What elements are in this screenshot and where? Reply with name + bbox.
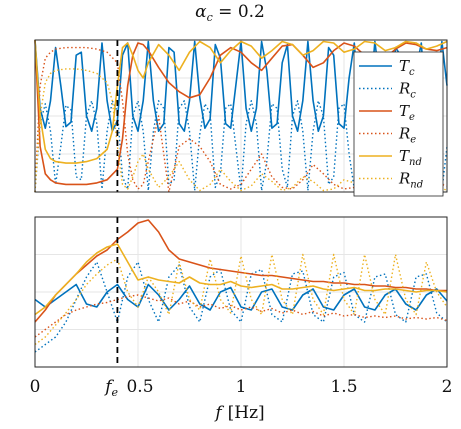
bottom-panel-frame <box>34 216 448 368</box>
fe-label-subscript: e <box>111 386 118 399</box>
series-line-r-e <box>34 46 448 193</box>
top-panel-frame <box>34 39 448 193</box>
legend-label: Tnd <box>399 147 422 168</box>
legend-label: Rnd <box>398 170 423 191</box>
legend-box <box>353 51 444 197</box>
fe-tick-label: fe <box>103 377 118 399</box>
title-symbol: α <box>195 2 207 22</box>
bottom-panel-series <box>34 219 448 353</box>
legend-label: Tc <box>399 57 415 78</box>
series-line-r-c <box>34 261 448 353</box>
x-tick-label: 0.5 <box>126 377 153 397</box>
figure-title: αc = 0.2 <box>195 2 265 24</box>
x-tick-label: 1.5 <box>330 377 357 397</box>
x-tick-label: 0 <box>30 377 41 397</box>
title-subscript: c <box>207 11 213 24</box>
x-axis-tick-labels: 0 0.5 1 1.5 2 <box>30 377 453 397</box>
series-line-t-c <box>34 283 448 311</box>
fe-label-symbol: f <box>103 377 114 397</box>
bottom-panel-grid <box>35 217 447 367</box>
title-value: = 0.2 <box>213 2 265 22</box>
x-axis-variable: f <box>213 403 224 423</box>
legend-label: Te <box>399 102 415 123</box>
x-tick-label: 1 <box>236 377 247 397</box>
legend-label: Rc <box>398 80 416 101</box>
series-line-t-nd <box>34 39 448 164</box>
legend-label: Re <box>398 125 416 146</box>
x-tick-label: 2 <box>442 377 453 397</box>
series-line-t-nd <box>34 243 448 316</box>
series-line-r-e <box>34 294 448 338</box>
x-axis-unit: [Hz] <box>228 403 265 423</box>
bottom-panel <box>34 216 448 368</box>
x-axis-label: f [Hz] <box>213 403 264 423</box>
series-line-t-e <box>34 219 447 323</box>
